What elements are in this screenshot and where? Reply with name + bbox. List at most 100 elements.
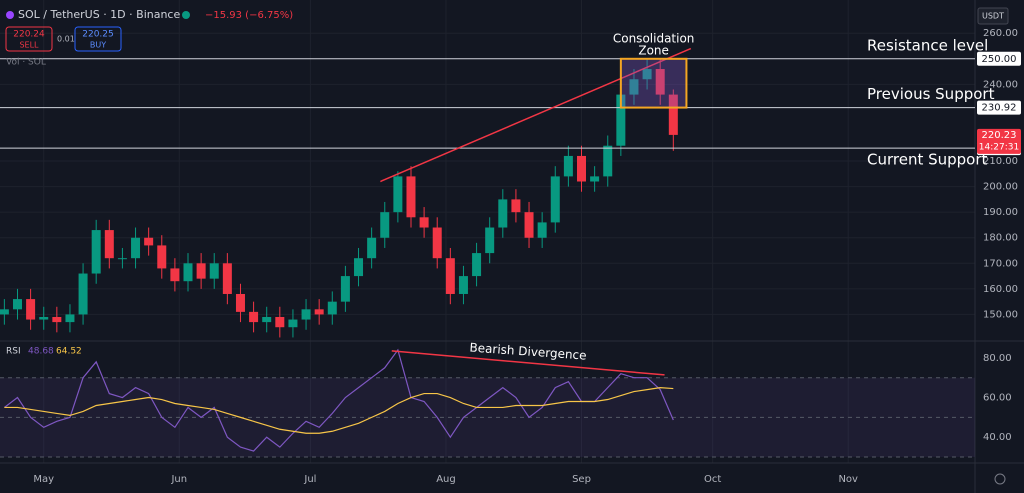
candle-body (458, 276, 468, 294)
candle-body (327, 301, 337, 315)
divergence-line (391, 350, 665, 376)
symbol: SOL / TetherUS · 1D · Binance (18, 8, 180, 21)
candle-body (249, 311, 259, 323)
y-tick-label: 190.00 (983, 207, 1018, 218)
level-tag-label: 230.92 (982, 103, 1017, 114)
level-tag-label: 250.00 (982, 54, 1017, 65)
candle-body (26, 299, 36, 320)
candle-body (104, 230, 114, 259)
plot-layer: May Jun Jul Aug Sep Oct Nov 150.00 160.00 170.00 1… (0, 28, 1021, 485)
y-tick-label: 160.00 (983, 284, 1018, 295)
candle-body (117, 258, 127, 260)
rsi-ma-value: 64.52 (56, 347, 82, 357)
candle-body (301, 309, 311, 320)
settings-icon[interactable] (994, 473, 1006, 485)
box-label: Zone (638, 44, 669, 58)
rsi-title: RSI (6, 347, 21, 357)
consolidation-box (619, 57, 688, 109)
candle-body (65, 314, 75, 323)
candle-body (511, 199, 521, 213)
y-tick-label: 180.00 (983, 233, 1018, 244)
y-tick-label: 200.00 (983, 182, 1018, 193)
candle-body (406, 176, 416, 218)
candle-body (393, 176, 403, 213)
candle-body (340, 276, 350, 302)
currency[interactable]: USDT (982, 12, 1004, 21)
y-tick-label: 260.00 (983, 28, 1018, 39)
level-name: Current Support (867, 151, 988, 169)
y-tick-label: 210.00 (983, 156, 1018, 167)
level-tag (977, 100, 1021, 115)
candle-body (537, 222, 547, 238)
symbol-icon (6, 11, 14, 19)
trendline (380, 47, 692, 183)
candle-body (616, 94, 626, 146)
currency-button[interactable] (977, 7, 1009, 25)
candle-body (642, 69, 652, 80)
candle-body (577, 155, 587, 182)
candle-body (209, 263, 219, 279)
candle-body (354, 258, 364, 277)
candle-body (91, 230, 101, 274)
y-tick-label: 60.00 (983, 393, 1012, 404)
x-tick-label: Oct (704, 474, 721, 485)
price-tag (977, 128, 1021, 154)
level-name: Resistance level (867, 36, 988, 54)
candle-body (144, 237, 154, 246)
candle-body (590, 176, 600, 182)
sell-label[interactable]: SELL (19, 41, 39, 50)
candle-body (170, 268, 180, 282)
candle-body (39, 316, 49, 320)
candle-body (367, 237, 377, 259)
box-label: Consolidation (613, 32, 695, 46)
rsi-line (4, 348, 674, 452)
candle-body (183, 263, 193, 282)
candle-body (563, 155, 573, 177)
spread: 0.01 (57, 35, 75, 44)
candle-body (603, 145, 613, 177)
candle-body (52, 316, 62, 323)
candle-body (0, 309, 9, 315)
candle-body (157, 245, 167, 269)
buy-label[interactable]: BUY (90, 41, 106, 50)
sell-button[interactable] (5, 26, 53, 52)
candle-body (629, 79, 639, 95)
level-tag (977, 51, 1021, 66)
candle-body (485, 227, 495, 254)
candle-body (78, 273, 88, 315)
rsi-line (4, 387, 674, 434)
y-tick-label: 240.00 (983, 79, 1018, 90)
candle-body (472, 253, 482, 277)
x-tick-label: May (33, 474, 54, 485)
candle-body (235, 293, 245, 312)
candle-body (498, 199, 508, 228)
level-name: Previous Support (867, 85, 995, 103)
candle-body (222, 263, 232, 294)
candle-body (432, 227, 442, 259)
x-tick-label: Jul (303, 474, 316, 485)
candle-body (262, 316, 272, 323)
header: SOL / TetherUS · 1D · Binance −15.93 (−6… (5, 7, 1009, 485)
candle-body (12, 299, 22, 310)
y-tick-label: 150.00 (983, 309, 1018, 320)
candle-body (550, 176, 560, 223)
volume-label: Vol · SOL (6, 58, 46, 68)
candle-body (445, 258, 455, 294)
buy-price[interactable]: 220.25 (82, 30, 114, 40)
price-countdown: 14:27:31 (979, 142, 1019, 152)
candle-body (380, 212, 390, 238)
sell-price[interactable]: 220.24 (13, 30, 45, 40)
candle-body (419, 217, 429, 228)
change: −15.93 (−6.75%) (205, 10, 293, 21)
buy-button[interactable] (74, 26, 122, 52)
status-dot (182, 11, 190, 19)
y-tick-label: 170.00 (983, 258, 1018, 269)
candle-body (288, 319, 298, 328)
candle-body (275, 316, 285, 328)
candle-body (131, 237, 141, 259)
y-tick-label: 40.00 (983, 432, 1012, 443)
x-tick-label: Jun (170, 474, 187, 485)
